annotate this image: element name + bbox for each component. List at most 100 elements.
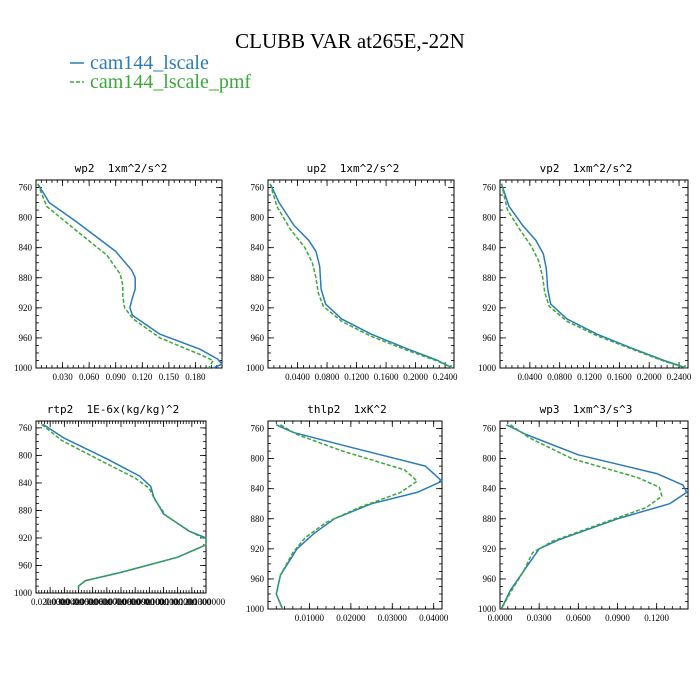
y-tick-label: 960 — [251, 574, 265, 584]
y-tick-label: 800 — [19, 450, 33, 460]
panel-title: thlp2 1xK^2 — [307, 403, 386, 416]
x-tick-label: 0.1600 — [607, 372, 632, 382]
x-tick-label: 0.0800 — [547, 372, 572, 382]
panel-title: wp2 1xm^2/s^2 — [75, 162, 168, 175]
y-tick-label: 960 — [19, 560, 33, 570]
x-tick-label: 0.02000 — [336, 613, 366, 623]
x-tick-label: 0.150 — [159, 372, 180, 382]
x-tick-label: 0.1100000 — [159, 597, 197, 607]
y-tick-label: 1000 — [246, 363, 265, 373]
plot-frame — [267, 179, 455, 369]
y-tick-label: 880 — [19, 505, 33, 515]
panel-3: vp2 1xm^2/s^2 760 800 840 880 920 960 1000 0.040… — [478, 162, 692, 382]
x-tick-label: 0.0300 — [527, 613, 552, 623]
x-tick-label: 0.0900 — [605, 613, 630, 623]
y-tick-label: 760 — [19, 423, 33, 433]
x-tick-label: 0.2000 — [403, 372, 428, 382]
x-tick-label: 0.0700000 — [102, 597, 141, 607]
x-tick-label: 0.0400 — [517, 372, 542, 382]
x-tick-label: 0.03000 — [378, 613, 408, 623]
series-line-cam144-lscale — [269, 183, 453, 369]
y-tick-label: 960 — [19, 333, 33, 343]
plot-frame — [499, 179, 689, 369]
y-tick-label: 920 — [251, 303, 265, 313]
x-tick-label: 0.0800000 — [116, 597, 155, 607]
y-tick-label: 920 — [251, 544, 265, 554]
x-tick-label: 0.0000 — [488, 613, 513, 623]
plot-frame — [267, 420, 443, 610]
x-tick-label: 0.0500000 — [74, 597, 113, 607]
panel-4: rtp2 1E-6x(kg/kg)^2 760 800 840 880 920 960 100… — [14, 403, 226, 607]
y-tick-label: 1000 — [246, 604, 265, 614]
x-tick-label: 0.2000 — [637, 372, 662, 382]
x-tick-label: 0.120 — [132, 372, 153, 382]
x-tick-label: 0.1200 — [344, 372, 369, 382]
series-line-cam144-lscale — [37, 183, 223, 369]
panel-1: wp2 1xm^2/s^2 760 800 840 880 920 960 1000 0.030… — [14, 162, 223, 382]
panel-title: wp3 1xm^3/s^3 — [540, 403, 633, 416]
series-line-cam144-lscale-pmf — [500, 183, 687, 369]
y-tick-label: 1000 — [14, 588, 33, 598]
x-tick-label: 0.04000 — [419, 613, 449, 623]
y-tick-label: 880 — [483, 273, 497, 283]
x-tick-label: 0.1600 — [374, 372, 399, 382]
y-tick-label: 960 — [483, 574, 497, 584]
y-tick-label: 760 — [251, 183, 265, 193]
x-tick-label: 0.2400 — [433, 372, 458, 382]
y-tick-label: 1000 — [478, 363, 497, 373]
series-line-cam144-lscale-pmf — [41, 423, 207, 590]
y-tick-label: 880 — [483, 514, 497, 524]
legend-label-cam144-lscale-pmf: cam144_lscale_pmf — [90, 71, 251, 93]
x-tick-label: 0.0600 — [566, 613, 591, 623]
x-tick-label: 0.0600000 — [88, 597, 127, 607]
y-tick-label: 920 — [19, 533, 33, 543]
legend: cam144_lscale cam144_lscale_pmf — [70, 52, 251, 93]
series-line-cam144-lscale — [42, 423, 207, 590]
x-tick-label: 0.1000000 — [144, 597, 183, 607]
series-line-cam144-lscale — [500, 424, 688, 610]
y-tick-label: 800 — [251, 213, 265, 223]
x-tick-label: 0.0400 — [285, 372, 310, 382]
series-line-cam144-lscale — [500, 183, 687, 369]
y-tick-label: 840 — [19, 478, 33, 488]
x-tick-label: 0.1200000 — [173, 597, 212, 607]
panel-6: wp3 1xm^3/s^3 760 800 840 880 920 960 10000.000… — [478, 403, 689, 623]
panel-5: thlp2 1xK^2 760 800 840 880 920 960 1000 0.01000… — [246, 403, 449, 623]
x-tick-label: 0.060 — [79, 372, 100, 382]
panel-title: vp2 1xm^2/s^2 — [540, 162, 633, 175]
series-line-cam144-lscale — [275, 424, 443, 610]
y-tick-label: 840 — [483, 484, 497, 494]
y-tick-label: 800 — [251, 454, 265, 464]
y-tick-label: 920 — [483, 303, 497, 313]
y-tick-label: 840 — [251, 243, 265, 253]
plot-frame — [35, 179, 223, 369]
y-tick-label: 760 — [251, 424, 265, 434]
y-tick-label: 960 — [483, 333, 497, 343]
panels: wp2 1xm^2/s^2 760 800 840 880 920 960 1000 0.030… — [14, 162, 692, 623]
series-line-cam144-lscale-pmf — [269, 183, 453, 369]
x-tick-label: 0.180 — [185, 372, 206, 382]
y-tick-label: 840 — [251, 484, 265, 494]
legend-label-cam144-lscale: cam144_lscale — [90, 52, 209, 74]
x-tick-label: 0.0400000 — [59, 597, 98, 607]
x-tick-label: 0.0900000 — [130, 597, 169, 607]
x-tick-label: 0.1200 — [644, 613, 669, 623]
y-tick-label: 760 — [483, 424, 497, 434]
y-tick-label: 1000 — [14, 363, 33, 373]
panel-title: up2 1xm^2/s^2 — [307, 162, 400, 175]
x-tick-label: 0.030 — [52, 372, 73, 382]
x-tick-label: 0.0300000 — [45, 597, 84, 607]
figure-title: CLUBB VAR at265E,-22N — [235, 29, 465, 53]
y-tick-label: 960 — [251, 333, 265, 343]
y-tick-label: 1000 — [478, 604, 497, 614]
x-tick-label: 0.1300000 — [187, 597, 226, 607]
series-line-cam144-lscale-pmf — [37, 183, 214, 369]
y-tick-label: 840 — [483, 243, 497, 253]
x-tick-label: 0.0800 — [315, 372, 340, 382]
x-tick-label: 0.01000 — [295, 613, 325, 623]
x-tick-label: 0.0200000 — [31, 597, 70, 607]
plot-frame — [35, 420, 207, 594]
y-tick-label: 920 — [483, 544, 497, 554]
y-tick-label: 880 — [251, 514, 265, 524]
